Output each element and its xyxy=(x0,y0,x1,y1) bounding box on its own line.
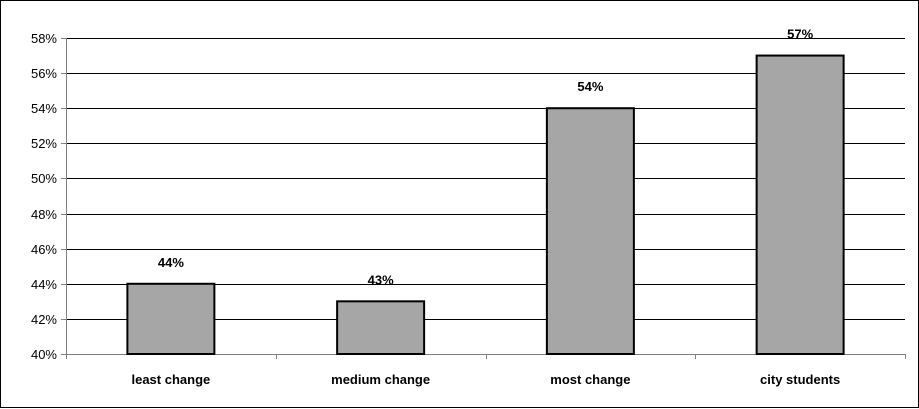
category-labels: least change medium change most change city… xyxy=(131,372,840,387)
category-label: city students xyxy=(760,372,840,387)
data-label: 54% xyxy=(577,79,603,94)
category-label: medium change xyxy=(331,372,430,387)
y-tick-label: 52% xyxy=(31,136,57,151)
y-tick-label: 54% xyxy=(31,101,57,116)
bar xyxy=(545,107,635,355)
y-tick-label: 50% xyxy=(31,171,57,186)
y-tick-label: 48% xyxy=(31,207,57,222)
bars xyxy=(126,54,845,356)
category-label: most change xyxy=(550,372,630,387)
bar xyxy=(755,54,845,356)
category-label: least change xyxy=(131,372,210,387)
data-label: 44% xyxy=(158,255,184,270)
y-tick-label: 58% xyxy=(31,31,57,46)
y-tick-label: 42% xyxy=(31,312,57,327)
y-tick-labels: 40% 42% 44% 46% 48% 50% 52% 54% 56% 58% xyxy=(31,31,57,362)
y-tick-label: 44% xyxy=(31,277,57,292)
y-tick-label: 40% xyxy=(31,347,57,362)
y-tick-label: 56% xyxy=(31,66,57,81)
data-labels: 44% 43% 54% 57% xyxy=(158,27,814,288)
data-label: 43% xyxy=(368,272,394,287)
bar xyxy=(126,282,216,355)
data-label: 57% xyxy=(787,27,813,42)
bar xyxy=(336,300,426,356)
y-tick-label: 46% xyxy=(31,242,57,257)
